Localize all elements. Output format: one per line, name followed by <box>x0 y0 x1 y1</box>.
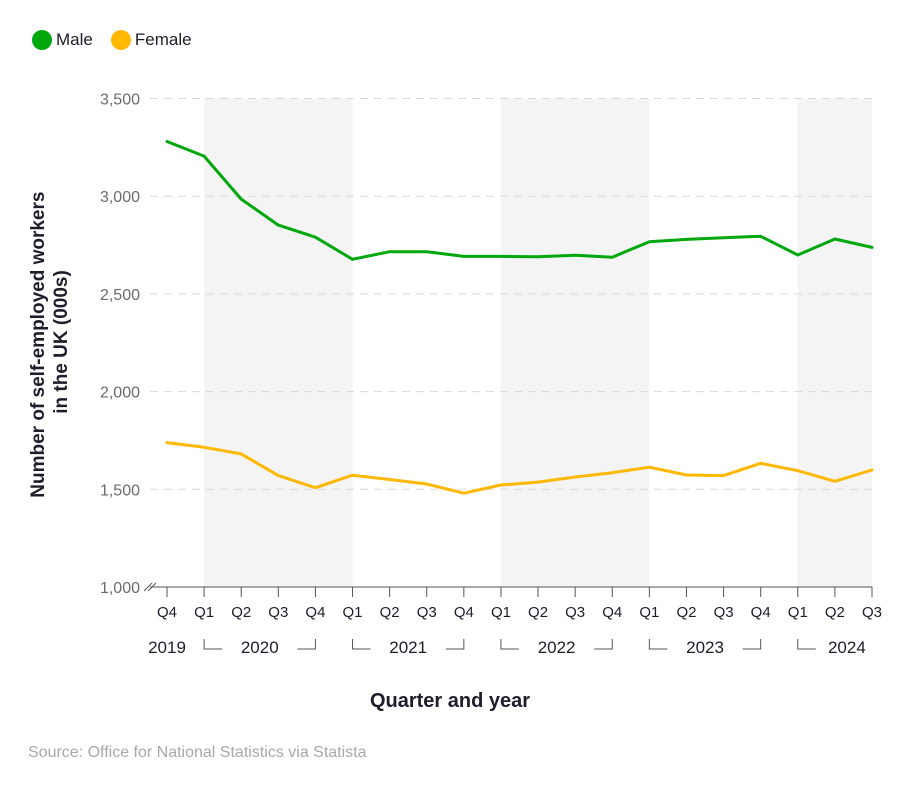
x-tick-label: Q1 <box>639 604 659 621</box>
x-tick-label: Q2 <box>231 604 251 621</box>
year-band-2024 <box>797 98 872 587</box>
series-line-male <box>165 140 874 261</box>
y-tick-label: 2,500 <box>100 287 140 304</box>
legend-label-male: Male <box>56 30 93 49</box>
y-tick-label: 2,000 <box>100 385 140 402</box>
x-tick-label: Q2 <box>825 604 845 621</box>
legend-swatch-male <box>32 30 52 50</box>
year-bracket-left <box>500 639 519 650</box>
x-tick-label: Q4 <box>751 604 771 621</box>
y-tick-label: 3,500 <box>100 92 140 109</box>
year-bracket-left <box>352 639 371 650</box>
y-axis-title-line-1: Number of self-employed workers <box>28 192 49 498</box>
x-tick-label: Q1 <box>788 604 808 621</box>
year-bands <box>204 98 872 587</box>
source-note: Source: Office for National Statistics v… <box>28 744 367 761</box>
y-axis-title-line-2: in the UK (000s) <box>51 270 72 414</box>
x-tick-label: Q3 <box>268 604 288 621</box>
x-tick-label: Q3 <box>714 604 734 621</box>
x-tick-label: Q2 <box>380 604 400 621</box>
x-axis-title-wrap: Quarter and year <box>0 690 900 713</box>
y-axis-ticks: 1,000 1,500 2,000 2,500 3,000 3,500 <box>100 92 140 598</box>
axis-break-mark <box>143 582 153 592</box>
x-tick-label: Q4 <box>454 604 474 621</box>
legend-item-male[interactable]: Male <box>32 30 93 50</box>
year-label-2021: 2021 <box>389 638 427 657</box>
series-lines <box>165 140 874 495</box>
x-tick-label: Q3 <box>417 604 437 621</box>
series-line-female <box>165 441 874 495</box>
legend-label-female: Female <box>134 30 192 49</box>
year-bracket-right <box>742 639 762 650</box>
x-axis-title: Quarter and year <box>369 690 531 712</box>
x-tick-label: Q1 <box>343 604 363 621</box>
year-bracket-left <box>648 639 668 650</box>
x-tick-label: Q2 <box>676 604 696 621</box>
x-tick-label: Q3 <box>862 604 882 621</box>
year-label-2022: 2022 <box>538 638 576 657</box>
year-band-2020 <box>204 98 353 587</box>
x-tick-label: Q2 <box>528 604 548 621</box>
year-band-2022 <box>500 98 650 587</box>
x-axis: Q4 Q1 Q2 Q3 Q4 Q1 Q2 Q3 Q4 Q1 Q2 Q3 Q4 Q1 Q2 Q3 Q4 Q1 Q2 Q3… <box>143 582 882 657</box>
x-tick-label: Q1 <box>194 604 214 621</box>
y-tick-label: 3,000 <box>100 189 140 206</box>
chart-legend: Male Female <box>32 30 192 50</box>
axis-break-mark <box>147 582 157 592</box>
year-bracket-left <box>203 639 223 650</box>
year-bracket-right <box>445 639 465 650</box>
year-label-2024: 2024 <box>828 638 866 657</box>
y-tick-label: 1,500 <box>100 482 140 499</box>
year-bracket-right <box>297 639 316 650</box>
year-label-2023: 2023 <box>686 638 724 657</box>
year-bracket-left <box>797 639 816 650</box>
x-tick-label: Q1 <box>491 604 511 621</box>
legend-swatch-female <box>110 30 131 50</box>
legend-item-female[interactable]: Female <box>110 30 192 50</box>
y-tick-label: 1,000 <box>100 580 140 597</box>
year-bracket-right <box>594 639 613 650</box>
x-tick-label: Q4 <box>157 604 177 621</box>
year-label-2019: 2019 <box>148 638 186 657</box>
x-tick-label: Q4 <box>602 604 622 621</box>
year-label-2020: 2020 <box>241 638 279 657</box>
y-axis-title: Number of self-employed workers in the U… <box>28 186 72 497</box>
x-tick-label: Q3 <box>565 604 585 621</box>
x-tick-label: Q4 <box>305 604 325 621</box>
